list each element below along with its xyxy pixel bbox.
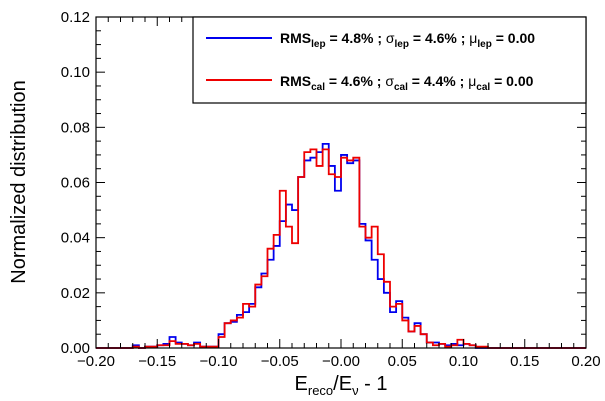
x-tick-label: −0.05 [261, 353, 299, 370]
x-tick-label: −0.00 [322, 353, 360, 370]
y-axis-label: Normalized distribution [8, 80, 30, 283]
x-tick-label: 0.10 [449, 353, 478, 370]
x-tick-label: 0.20 [571, 353, 600, 370]
y-tick-label: 0.00 [61, 340, 90, 357]
tick-layer: −0.20 −0.15 −0.10 −0.05 −0.00 0.05 0.10 0.15 0.2… [61, 9, 601, 370]
legend-entry-cal: RMScal = 4.6% ; σcal = 4.4% ; μcal = 0.0… [280, 73, 534, 93]
x-tick-label: 0.15 [510, 353, 539, 370]
x-axis-label: Ereco/Eν - 1 [295, 373, 388, 398]
y-tick-label: 0.10 [61, 64, 90, 81]
y-tick-label: 0.04 [61, 230, 90, 247]
x-tick-label: −0.20 [77, 353, 115, 370]
legend-entry-lep: RMSlep = 4.8% ; σlep = 4.6% ; μlep = 0.0… [280, 30, 535, 50]
y-tick-label: 0.12 [61, 9, 90, 26]
y-tick-label: 0.02 [61, 285, 90, 302]
y-tick-label: 0.08 [61, 119, 90, 136]
legend: RMSlep = 4.8% ; σlep = 4.6% ; μlep = 0.0… [192, 16, 587, 104]
x-tick-label: −0.10 [200, 353, 238, 370]
legend-box [192, 16, 587, 104]
series-cal-histogram [96, 148, 586, 349]
x-tick-label: −0.15 [138, 353, 176, 370]
x-tick-label: 0.05 [388, 353, 417, 370]
y-tick-label: 0.06 [61, 175, 90, 192]
